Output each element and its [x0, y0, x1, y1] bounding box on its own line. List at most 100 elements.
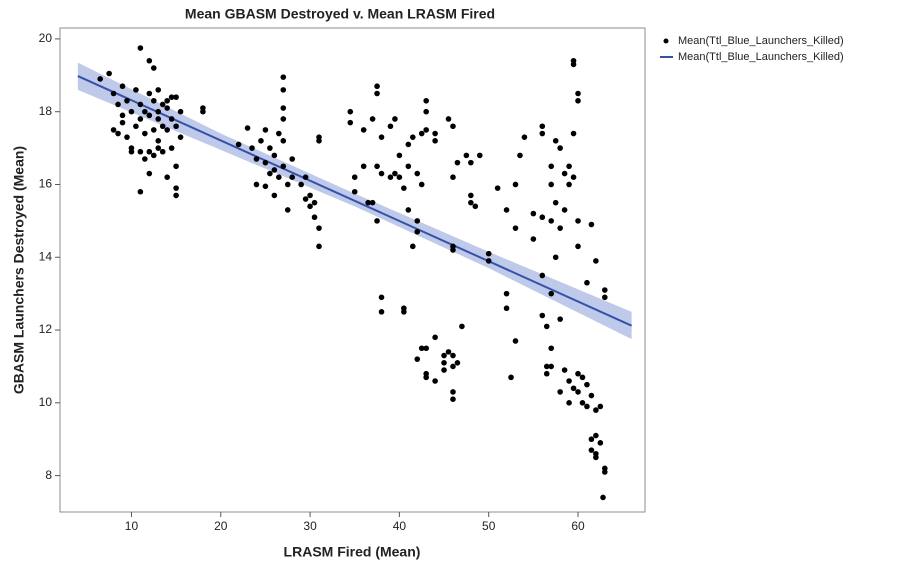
y-tick-label: 18 — [39, 104, 53, 118]
point — [539, 123, 546, 130]
point — [548, 363, 555, 370]
point — [401, 309, 407, 315]
point — [602, 294, 608, 301]
x-tick-label: 60 — [571, 519, 585, 533]
point — [579, 400, 586, 406]
point — [307, 192, 313, 199]
point — [548, 181, 555, 188]
point — [450, 123, 456, 130]
point — [124, 97, 130, 104]
point — [262, 159, 269, 166]
point — [387, 123, 394, 130]
point — [445, 116, 452, 122]
point — [316, 225, 322, 231]
point — [588, 221, 595, 228]
point — [164, 105, 170, 111]
point — [177, 108, 184, 115]
point — [423, 345, 429, 352]
point — [566, 181, 572, 188]
point — [423, 127, 429, 133]
point — [378, 134, 385, 140]
point — [539, 312, 546, 319]
point — [552, 199, 559, 206]
point — [418, 130, 425, 137]
point — [530, 210, 537, 217]
point — [575, 389, 581, 395]
point — [365, 199, 371, 206]
point — [173, 94, 179, 100]
point — [137, 116, 144, 122]
point — [128, 148, 135, 155]
point — [347, 119, 354, 126]
point — [374, 83, 380, 90]
point — [548, 218, 555, 224]
point — [284, 207, 291, 213]
point — [133, 123, 139, 130]
point — [173, 185, 179, 191]
point — [566, 378, 572, 384]
point — [405, 207, 412, 213]
point — [557, 316, 563, 322]
point — [552, 254, 559, 261]
point — [164, 127, 170, 133]
point — [512, 181, 519, 188]
y-tick-label: 16 — [39, 177, 53, 191]
point — [164, 174, 170, 181]
x-tick-label: 50 — [482, 519, 496, 533]
point — [173, 163, 179, 170]
point — [485, 250, 492, 257]
point — [602, 287, 608, 293]
point — [418, 181, 425, 188]
point — [468, 199, 474, 206]
point — [521, 134, 528, 140]
point — [106, 70, 112, 77]
point — [588, 392, 595, 399]
point — [280, 163, 287, 170]
point — [302, 196, 309, 202]
point — [539, 214, 546, 221]
point — [543, 323, 550, 330]
point — [155, 145, 162, 151]
point — [548, 290, 555, 297]
point — [575, 218, 581, 224]
point — [597, 440, 604, 446]
point — [110, 90, 117, 97]
point — [441, 367, 447, 373]
legend-label: Mean(Ttl_Blue_Launchers_Killed) — [678, 51, 844, 63]
point — [557, 225, 563, 231]
point — [584, 403, 590, 410]
point — [137, 101, 144, 108]
chart-title: Mean GBASM Destroyed v. Mean LRASM Fired — [185, 6, 495, 22]
point — [418, 345, 425, 352]
point — [401, 185, 407, 191]
point — [450, 363, 456, 370]
point — [267, 170, 273, 177]
point — [584, 279, 590, 286]
point — [414, 170, 421, 177]
y-tick-label: 8 — [45, 468, 52, 482]
point — [512, 225, 519, 231]
point — [289, 174, 296, 181]
point — [347, 108, 354, 115]
point — [450, 247, 456, 253]
point — [414, 218, 421, 224]
point — [276, 130, 282, 137]
point — [142, 156, 148, 162]
point — [450, 389, 456, 395]
point — [494, 185, 501, 191]
point — [432, 130, 438, 137]
point — [543, 363, 550, 370]
point — [253, 181, 260, 188]
legend-label: Mean(Ttl_Blue_Launchers_Killed) — [678, 35, 844, 47]
point — [155, 87, 162, 93]
point — [159, 123, 166, 130]
point — [168, 145, 175, 151]
point — [423, 374, 429, 381]
y-tick-label: 12 — [39, 322, 53, 336]
point — [258, 138, 264, 144]
point — [414, 356, 421, 362]
point — [316, 243, 322, 250]
point — [409, 243, 416, 250]
